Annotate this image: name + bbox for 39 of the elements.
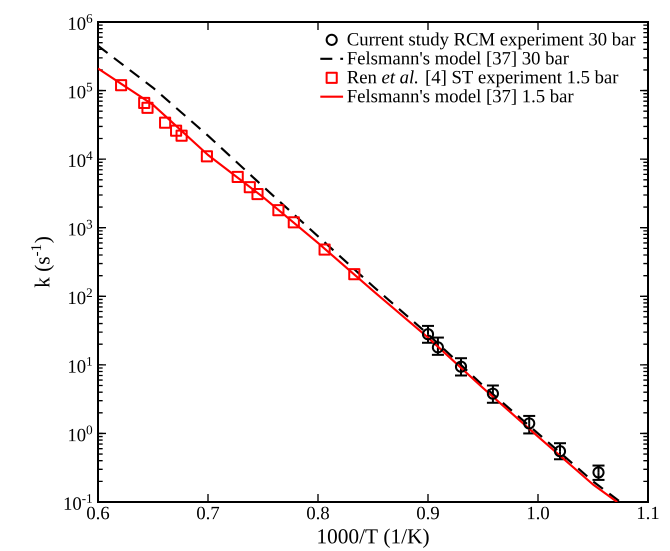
x-axis-title: 1000/T (1/K): [318, 528, 429, 548]
y-axis-title: k (s$^{-1}$): [31, 237, 54, 288]
point: [244, 181, 256, 194]
point: [523, 417, 536, 430]
legend-label: Current study RCM experiment 30 bar: [348, 32, 636, 50]
point: [272, 204, 284, 216]
legend-label: Felsmann's model [37] 1.5 bar: [347, 89, 574, 105]
y-tick-label: 10$^{0}$: [69, 426, 92, 442]
point: [176, 130, 188, 142]
point: [432, 341, 444, 354]
legend-label: Ren et al. [4] ST experiment 1.5 bar: [347, 70, 618, 88]
y-tick-label: 10$^{6}$: [69, 14, 92, 30]
point: [200, 150, 213, 162]
point: [138, 96, 150, 110]
point: [348, 268, 360, 280]
x-tick-label: 0.6: [87, 506, 110, 520]
y-tick-label: 10$^{4}$: [69, 151, 92, 168]
point: [288, 216, 300, 228]
point: [232, 170, 244, 184]
point: [159, 116, 172, 129]
y-tick-label: 10$^{2}$: [69, 288, 92, 304]
x-tick-label: 0.8: [307, 506, 329, 520]
y-tick-label: 10$^{3}$: [69, 220, 92, 236]
point: [454, 360, 468, 373]
x-tick-label: 0.9: [417, 506, 439, 520]
y-tick-label: 10$^{5}$: [69, 82, 92, 98]
x-tick-label: 1.1: [638, 506, 659, 520]
point: [170, 124, 182, 137]
point: [554, 445, 566, 458]
point: [486, 388, 499, 400]
point: [115, 79, 128, 92]
point: [318, 244, 331, 256]
x-tick-label: 1.0: [528, 506, 549, 520]
point: [592, 466, 605, 478]
point: [251, 188, 264, 200]
x-tick-label: 0.7: [197, 506, 220, 520]
legend-label: Felsmann's model [37] 30 bar: [347, 51, 569, 67]
y-tick-label: 10$^{1}$: [69, 356, 92, 373]
point: [141, 102, 154, 114]
